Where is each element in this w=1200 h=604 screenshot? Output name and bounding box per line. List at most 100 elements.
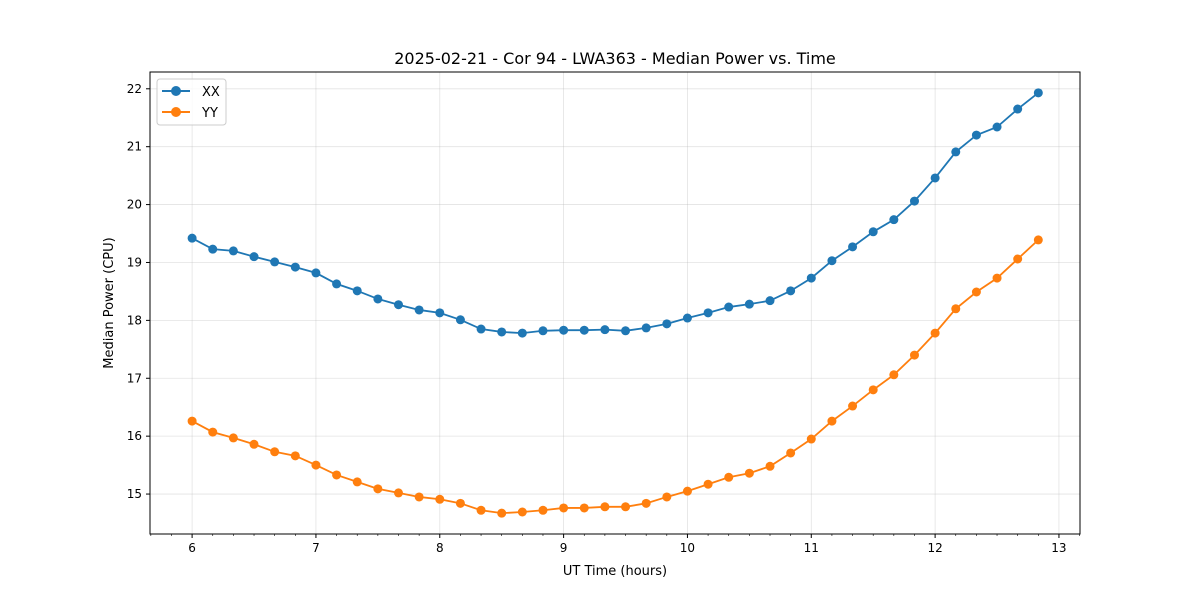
data-point-xx [765,296,775,306]
data-point-xx [332,279,342,289]
data-point-xx [393,300,403,310]
data-point-xx [435,308,445,318]
data-point-yy [579,503,589,513]
series-line-yy [191,239,1039,515]
data-point-xx [352,286,362,296]
data-point-xx [455,315,465,325]
data-point-xx [930,173,940,183]
data-point-xx [971,130,981,140]
data-point-xx [497,327,507,337]
y-tick-label: 16 [127,429,142,443]
data-point-yy [806,434,816,444]
x-tick-label: 8 [436,541,444,555]
data-point-yy [621,502,631,512]
data-point-yy [435,494,445,504]
data-point-xx [600,325,610,335]
data-point-yy [414,492,424,502]
data-point-yy [600,502,610,512]
data-point-xx [992,122,1002,132]
data-point-xx [951,147,961,157]
data-point-yy [1013,254,1023,264]
data-point-xx [848,242,858,252]
legend-label-xx: XX [202,85,220,100]
data-point-yy [930,328,940,338]
y-tick-label: 20 [127,198,142,212]
y-axis-label: Median Power (CPU) [102,237,117,368]
data-point-xx [909,196,919,206]
data-point-xx [228,246,238,256]
data-point-yy [786,448,796,458]
data-point-yy [208,427,218,437]
x-tick-label: 11 [804,541,819,555]
data-point-yy [992,273,1002,283]
legend-marker-xx [171,86,181,96]
data-point-yy [703,479,713,489]
data-point-xx [827,256,837,266]
data-point-yy [827,416,837,426]
data-point-xx [786,286,796,296]
data-point-xx [270,257,280,267]
data-point-yy [352,477,362,487]
y-tick-label: 21 [127,140,142,154]
y-tick-label: 17 [127,371,142,385]
grid [150,72,1080,534]
data-point-yy [909,350,919,360]
data-point-xx [641,323,651,333]
data-point-yy [848,401,858,411]
data-point-xx [187,233,197,243]
series-layer [187,88,1043,518]
x-tick-label: 12 [927,541,942,555]
data-point-yy [393,488,403,498]
data-point-xx [290,262,300,272]
legend[interactable]: XX YY [156,78,227,126]
legend-label-yy: YY [201,106,218,121]
data-point-xx [538,326,548,336]
data-point-yy [971,287,981,297]
data-point-yy [641,498,651,508]
data-point-yy [476,505,486,515]
x-tick-label: 13 [1051,541,1066,555]
data-point-yy [682,486,692,496]
data-point-yy [559,503,569,513]
data-point-xx [208,244,218,254]
data-point-yy [744,468,754,478]
data-point-xx [889,215,899,225]
data-point-yy [497,508,507,518]
data-point-yy [724,472,734,482]
y-tick-label: 18 [127,313,142,327]
data-point-xx [373,294,383,304]
data-point-yy [455,498,465,508]
plot-frame [149,71,1081,535]
data-point-xx [579,325,589,335]
data-point-yy [517,507,527,517]
data-point-xx [517,328,527,338]
data-point-xx [621,326,631,336]
data-point-yy [373,484,383,494]
data-point-xx [682,313,692,323]
data-point-xx [703,308,713,318]
series-line-xx [191,92,1039,335]
x-tick-label: 6 [188,541,196,555]
x-tick-label: 10 [680,541,695,555]
data-point-yy [228,433,238,443]
data-point-yy [889,370,899,380]
y-tick-label: 19 [127,255,142,269]
y-tick-label: 15 [127,487,142,501]
data-point-yy [765,461,775,471]
x-tick-label: 9 [560,541,568,555]
data-point-xx [559,325,569,335]
data-point-yy [249,439,259,449]
axis-ticks: 6 7 8 9 10 11 12 13 15 16 17 18 19 20 21 22 [127,82,1080,555]
y-tick-label: 22 [127,82,142,96]
data-point-yy [1033,235,1043,245]
data-point-yy [270,447,280,457]
legend-marker-yy [171,107,181,117]
data-point-xx [1033,88,1043,98]
x-tick-label: 7 [312,541,320,555]
data-point-xx [311,268,321,278]
data-point-yy [290,451,300,461]
x-axis-label: UT Time (hours) [563,564,667,579]
data-point-xx [476,324,486,334]
data-point-yy [311,460,321,470]
data-point-xx [1013,104,1023,114]
